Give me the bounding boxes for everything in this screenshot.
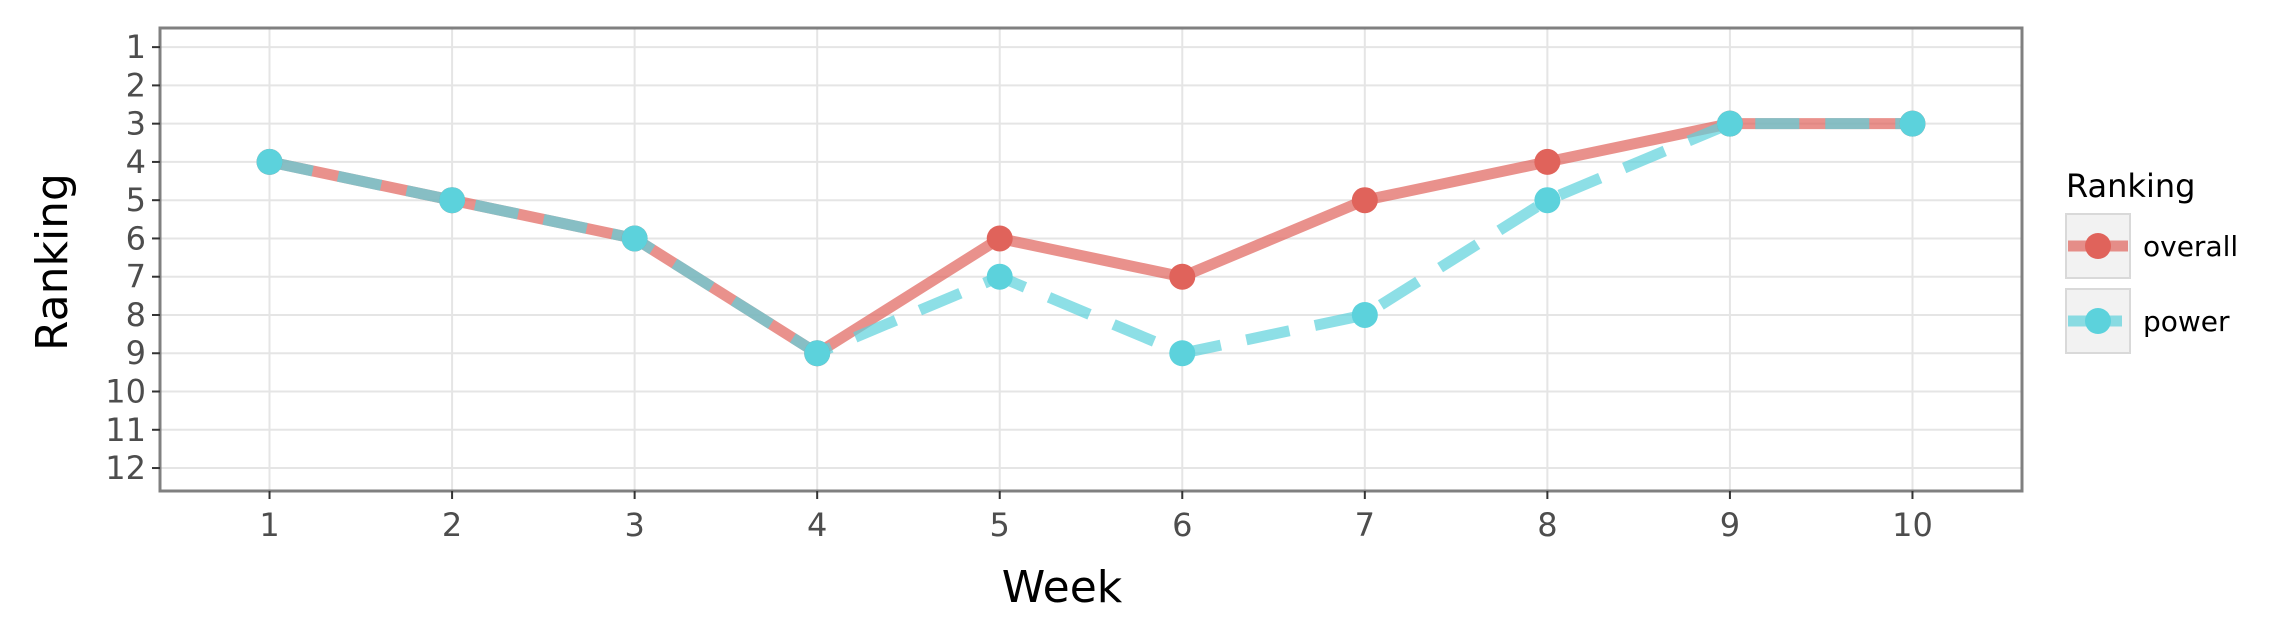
data-point-overall: [1169, 263, 1196, 290]
plot-panel-border: [158, 26, 2024, 493]
y-tick-label: 7: [126, 258, 146, 296]
y-tick-label: 6: [126, 219, 146, 257]
data-point-overall: [986, 225, 1013, 252]
y-tick-label: 8: [126, 296, 146, 334]
legend-title: Ranking: [2066, 167, 2195, 205]
y-axis-title: Ranking: [27, 173, 78, 351]
series-points: [256, 110, 1926, 367]
data-point-power: [1899, 110, 1926, 137]
y-tick-label: 3: [126, 105, 146, 143]
series-line-overall: [268, 118, 1913, 359]
y-tick-label: 11: [105, 411, 146, 449]
x-tick-label: 5: [990, 506, 1010, 544]
data-point-power: [1534, 187, 1561, 214]
data-point-overall: [1351, 187, 1378, 214]
y-tick-label: 9: [126, 334, 146, 372]
x-axis-title: Week: [1002, 562, 1123, 613]
x-tick-label: 9: [1720, 506, 1740, 544]
data-point-power: [804, 340, 831, 367]
legend-marker-power: [2085, 308, 2111, 334]
x-tick-label: 7: [1355, 506, 1375, 544]
y-tick-label: 4: [126, 143, 146, 181]
y-tick-label: 12: [105, 449, 146, 487]
legend: Ranking overall power: [2065, 167, 2238, 354]
legend-marker-overall: [2085, 233, 2111, 259]
y-tick-label: 5: [126, 181, 146, 219]
x-tick-label: 4: [807, 506, 827, 544]
data-point-power: [1716, 110, 1743, 137]
data-point-power: [1169, 340, 1196, 367]
series-line-power: [268, 118, 1913, 359]
x-tick-label: 6: [1172, 506, 1192, 544]
data-point-power: [256, 148, 283, 175]
x-tick-label: 10: [1892, 506, 1933, 544]
legend-label-power: power: [2143, 305, 2230, 338]
x-tick-label: 2: [442, 506, 462, 544]
legend-items: overall power: [2065, 213, 2238, 354]
y-tick-label: 2: [126, 66, 146, 104]
x-tick-label: 1: [259, 506, 279, 544]
data-point-power: [621, 225, 648, 252]
y-tick-label: 10: [105, 373, 146, 411]
data-point-power: [986, 263, 1013, 290]
x-tick-label: 8: [1537, 506, 1557, 544]
series-lines: [268, 118, 1913, 359]
y-tick-label: 1: [126, 28, 146, 66]
data-point-power: [439, 187, 466, 214]
legend-label-overall: overall: [2143, 230, 2238, 263]
data-point-power: [1351, 301, 1378, 328]
data-point-overall: [1534, 148, 1561, 175]
x-tick-label: 3: [624, 506, 644, 544]
